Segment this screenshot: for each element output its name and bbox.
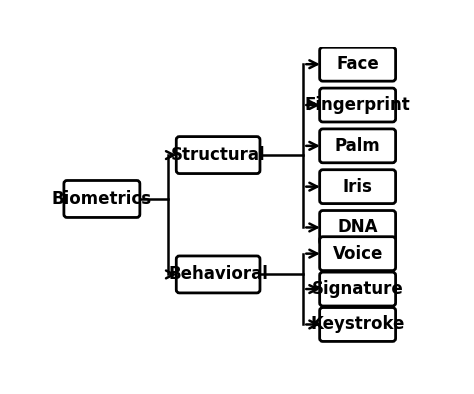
- FancyBboxPatch shape: [319, 272, 396, 306]
- Text: Palm: Palm: [335, 137, 381, 155]
- FancyBboxPatch shape: [319, 129, 396, 163]
- Text: Biometrics: Biometrics: [52, 190, 152, 208]
- FancyBboxPatch shape: [176, 137, 260, 174]
- FancyBboxPatch shape: [319, 237, 396, 271]
- FancyBboxPatch shape: [319, 308, 396, 342]
- FancyBboxPatch shape: [319, 210, 396, 244]
- Text: Keystroke: Keystroke: [310, 316, 405, 333]
- Text: Structural: Structural: [171, 146, 265, 164]
- FancyBboxPatch shape: [319, 47, 396, 81]
- Text: Iris: Iris: [343, 178, 373, 196]
- FancyBboxPatch shape: [319, 88, 396, 122]
- FancyBboxPatch shape: [176, 256, 260, 293]
- Text: Fingerprint: Fingerprint: [305, 96, 410, 114]
- Text: DNA: DNA: [337, 218, 378, 236]
- Text: Behavioral: Behavioral: [168, 266, 268, 283]
- Text: Face: Face: [336, 55, 379, 73]
- FancyBboxPatch shape: [319, 170, 396, 204]
- Text: Voice: Voice: [332, 245, 383, 263]
- Text: Signature: Signature: [312, 280, 403, 298]
- FancyBboxPatch shape: [64, 180, 140, 217]
